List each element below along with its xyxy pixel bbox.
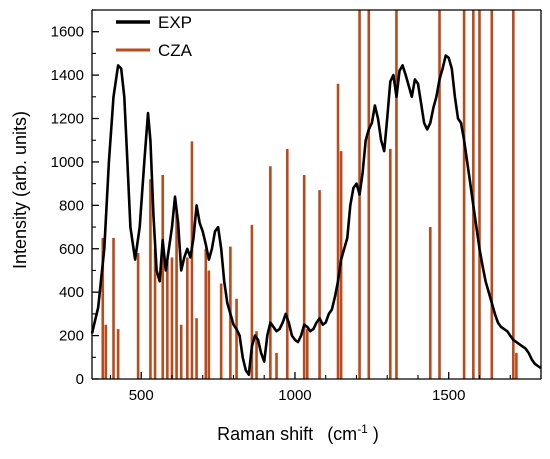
y-tick-label: 0 <box>76 371 84 388</box>
x-tick-label: 500 <box>129 387 154 404</box>
x-tick-label: 1500 <box>432 387 465 404</box>
y-axis-title: Intensity (arb. units) <box>10 111 30 269</box>
y-tick-label: 800 <box>59 197 84 214</box>
tick-labels: 500 1000 1500 0 200 400 600 800 1000 1200 1400 1600 <box>51 24 466 404</box>
y-tick-label: 1400 <box>51 67 84 84</box>
y-tick-label: 1000 <box>51 154 84 171</box>
y-tick-label: 400 <box>59 284 84 301</box>
x-tick-label: 1000 <box>278 387 311 404</box>
y-tick-label: 600 <box>59 241 84 258</box>
cza-stick-layer <box>101 10 518 379</box>
legend-exp-label: EXP <box>158 13 192 32</box>
tick-marks <box>92 9 542 380</box>
axes <box>91 9 542 380</box>
x-axis-title: Raman shift (cm-1 ) <box>217 422 379 444</box>
y-tick-label: 200 <box>59 328 84 345</box>
legend: EXP CZA <box>116 13 193 60</box>
legend-cza-label: CZA <box>158 41 193 60</box>
exp-series-line <box>90 54 542 377</box>
exp-line-layer <box>90 54 542 377</box>
y-tick-label: 1200 <box>51 111 84 128</box>
y-tick-label: 1600 <box>51 24 84 41</box>
